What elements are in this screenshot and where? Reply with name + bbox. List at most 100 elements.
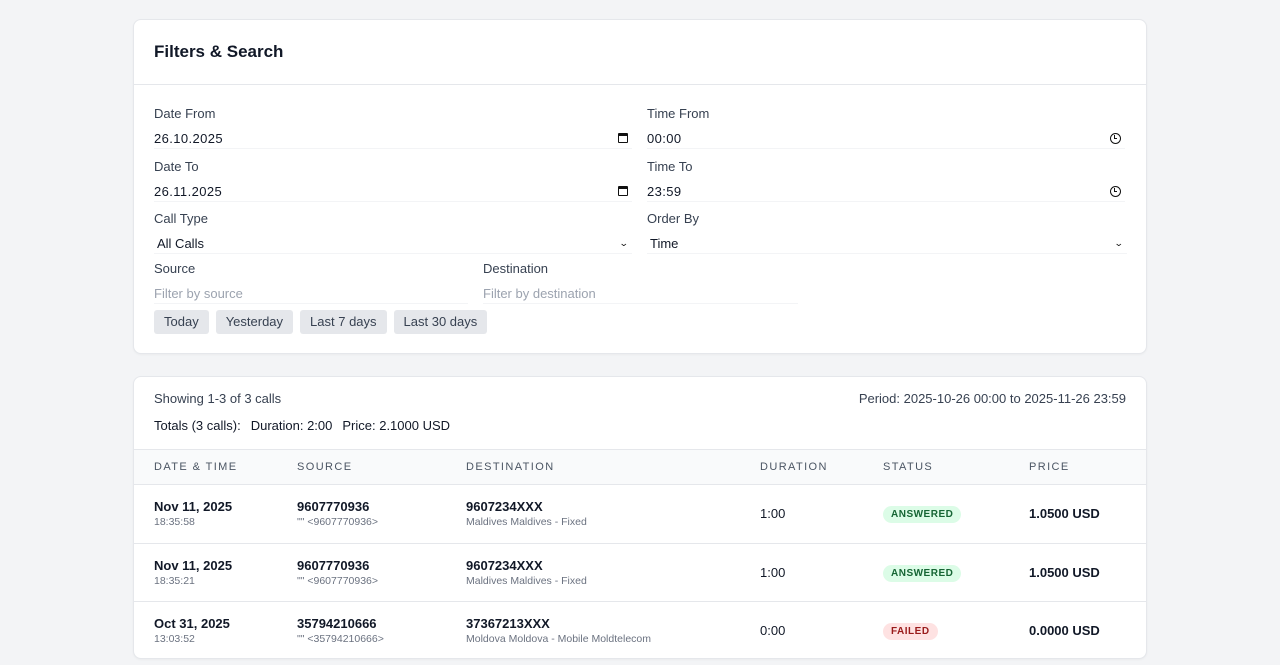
column-header-source[interactable]: Source bbox=[297, 461, 353, 473]
calls-table: Date & Time Source Destination Duration … bbox=[134, 449, 1146, 659]
today-button[interactable]: Today bbox=[154, 310, 209, 334]
table-row[interactable]: Nov 11, 2025 18:35:21 9607770936 "" <960… bbox=[134, 543, 1146, 602]
destination-cell: 9607234XXX Maldives Maldives - Fixed bbox=[446, 485, 740, 544]
destination-placeholder: Filter by destination bbox=[483, 285, 596, 301]
order-by-field: Order By Time ⌄ bbox=[647, 211, 1127, 254]
destination-number: 9607234XXX bbox=[466, 557, 543, 573]
price-cell: 0.0000 USD bbox=[1029, 623, 1100, 639]
order-by-label: Order By bbox=[647, 211, 700, 226]
call-type-field: Call Type All Calls ⌄ bbox=[154, 211, 632, 254]
status-badge: ANSWERED bbox=[883, 564, 962, 582]
source-caller-id: "" <35794210666> bbox=[297, 633, 384, 646]
chevron-down-icon: ⌄ bbox=[1114, 237, 1125, 248]
destination-input[interactable]: Filter by destination bbox=[483, 283, 798, 304]
clock-icon[interactable] bbox=[1110, 132, 1121, 144]
source-label: Source bbox=[154, 261, 196, 276]
price-cell: 1.0500 USD bbox=[1029, 564, 1100, 580]
call-time: 18:35:58 bbox=[154, 516, 195, 529]
date-cell: Nov 11, 2025 18:35:21 bbox=[134, 543, 277, 602]
source-field: Source Filter by source bbox=[154, 261, 468, 304]
status-badge: ANSWERED bbox=[883, 506, 962, 524]
call-date: Nov 11, 2025 bbox=[154, 557, 233, 573]
calendar-icon[interactable] bbox=[618, 186, 628, 196]
time-from-label: Time From bbox=[647, 106, 710, 121]
source-cell: 35794210666 "" <35794210666> bbox=[277, 602, 446, 659]
time-to-input[interactable]: 23:59 bbox=[647, 181, 1125, 202]
date-to-label: Date To bbox=[154, 159, 199, 174]
status-cell: ANSWERED bbox=[863, 485, 1009, 544]
source-number: 35794210666 bbox=[297, 616, 377, 632]
table-row[interactable]: Nov 11, 2025 18:35:58 9607770936 "" <960… bbox=[134, 485, 1146, 544]
order-by-select[interactable]: Time ⌄ bbox=[647, 233, 1127, 254]
call-time: 18:35:21 bbox=[154, 574, 195, 587]
status-cell: ANSWERED bbox=[863, 543, 1009, 602]
call-date: Oct 31, 2025 bbox=[154, 616, 230, 632]
date-cell: Nov 11, 2025 18:35:58 bbox=[134, 485, 277, 544]
yesterday-button[interactable]: Yesterday bbox=[215, 310, 294, 334]
call-type-select[interactable]: All Calls ⌄ bbox=[154, 233, 632, 254]
call-time: 13:03:52 bbox=[154, 633, 195, 646]
destination-cell: 9607234XXX Maldives Maldives - Fixed bbox=[446, 543, 740, 602]
filters-panel: Filters & Search Date From 26.10.2025 Ti… bbox=[133, 19, 1147, 354]
column-header-price[interactable]: Price bbox=[1029, 461, 1070, 473]
quick-date-buttons: Today Yesterday Last 7 days Last 30 days bbox=[154, 310, 488, 334]
totals-label: Totals (3 calls): bbox=[154, 418, 241, 433]
calendar-icon[interactable] bbox=[618, 133, 628, 143]
time-to-value: 23:59 bbox=[647, 183, 682, 199]
date-cell: Oct 31, 2025 13:03:52 bbox=[134, 602, 277, 659]
time-from-input[interactable]: 00:00 bbox=[647, 128, 1125, 149]
time-to-label: Time To bbox=[647, 159, 693, 174]
totals-duration: Duration: 2:00 bbox=[250, 418, 333, 433]
price-cell: 1.0500 USD bbox=[1029, 506, 1100, 522]
date-from-field: Date From 26.10.2025 bbox=[154, 106, 632, 149]
column-header-destination[interactable]: Destination bbox=[466, 461, 555, 473]
source-placeholder: Filter by source bbox=[154, 285, 243, 301]
call-type-value: All Calls bbox=[157, 235, 204, 251]
period-range: Period: 2025-10-26 00:00 to 2025-11-26 2… bbox=[858, 391, 1126, 406]
time-from-field: Time From 00:00 bbox=[647, 106, 1125, 149]
destination-number: 37367213XXX bbox=[466, 616, 550, 632]
date-to-input[interactable]: 26.11.2025 bbox=[154, 181, 632, 202]
status-badge: FAILED bbox=[883, 623, 938, 641]
duration-cell: 1:00 bbox=[760, 506, 786, 522]
last-7-days-button[interactable]: Last 7 days bbox=[300, 310, 387, 334]
source-input[interactable]: Filter by source bbox=[154, 283, 468, 304]
chevron-down-icon: ⌄ bbox=[619, 237, 630, 248]
date-from-value: 26.10.2025 bbox=[154, 130, 224, 146]
totals-summary: Totals (3 calls): Duration: 2:00 Price: … bbox=[154, 418, 450, 433]
source-caller-id: "" <9607770936> bbox=[297, 574, 379, 587]
results-panel: Showing 1-3 of 3 calls Period: 2025-10-2… bbox=[133, 376, 1147, 659]
destination-field: Destination Filter by destination bbox=[483, 261, 798, 304]
date-to-field: Date To 26.11.2025 bbox=[154, 159, 632, 202]
call-type-label: Call Type bbox=[154, 211, 208, 226]
table-row[interactable]: Oct 31, 2025 13:03:52 35794210666 "" <35… bbox=[134, 602, 1146, 659]
destination-number: 9607234XXX bbox=[466, 499, 543, 515]
time-to-field: Time To 23:59 bbox=[647, 159, 1125, 202]
column-header-duration[interactable]: Duration bbox=[760, 461, 828, 473]
time-from-value: 00:00 bbox=[647, 130, 682, 146]
table-header-row: Date & Time Source Destination Duration … bbox=[134, 449, 1146, 485]
column-header-status[interactable]: Status bbox=[883, 461, 934, 473]
showing-count: Showing 1-3 of 3 calls bbox=[154, 391, 282, 406]
destination-label: Destination bbox=[483, 261, 549, 276]
totals-price: Price: 2.1000 USD bbox=[342, 418, 451, 433]
destination-cell: 37367213XXX Moldova Moldova - Mobile Mol… bbox=[446, 602, 740, 659]
date-from-label: Date From bbox=[154, 106, 216, 121]
source-caller-id: "" <9607770936> bbox=[297, 516, 379, 529]
last-30-days-button[interactable]: Last 30 days bbox=[393, 310, 488, 334]
clock-icon[interactable] bbox=[1110, 185, 1121, 197]
column-header-date[interactable]: Date & Time bbox=[154, 461, 238, 473]
call-date: Nov 11, 2025 bbox=[154, 499, 233, 515]
date-to-value: 26.11.2025 bbox=[154, 183, 223, 199]
destination-description: Maldives Maldives - Fixed bbox=[466, 574, 587, 587]
status-cell: FAILED bbox=[863, 602, 1009, 659]
duration-cell: 1:00 bbox=[760, 564, 786, 580]
source-cell: 9607770936 "" <9607770936> bbox=[277, 543, 446, 602]
filters-header: Filters & Search bbox=[134, 20, 1146, 85]
destination-description: Maldives Maldives - Fixed bbox=[466, 516, 587, 529]
duration-cell: 0:00 bbox=[760, 623, 786, 639]
destination-description: Moldova Moldova - Mobile Moldtelecom bbox=[466, 633, 651, 646]
date-from-input[interactable]: 26.10.2025 bbox=[154, 128, 632, 149]
source-number: 9607770936 bbox=[297, 499, 370, 515]
source-number: 9607770936 bbox=[297, 557, 370, 573]
